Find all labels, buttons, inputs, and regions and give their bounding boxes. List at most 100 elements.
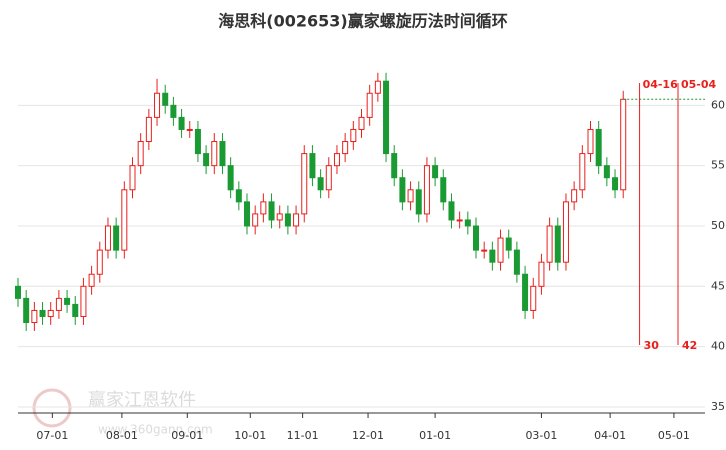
candle-body (309, 153, 316, 179)
candle-body (113, 225, 120, 251)
candle-body (80, 285, 87, 317)
candle-body (129, 165, 136, 191)
x-tick-label: 08-01 (106, 429, 138, 442)
candle-body (170, 104, 177, 118)
x-tick-label: 04-01 (594, 429, 626, 442)
candle-body (530, 285, 537, 311)
candle-body (522, 273, 529, 311)
candle-body (145, 116, 152, 143)
candle-body (399, 177, 406, 203)
candle-body (350, 128, 357, 143)
candle-body (96, 249, 103, 275)
candle-body (456, 219, 463, 222)
candle-body (432, 165, 439, 179)
candle-body (513, 249, 520, 275)
x-tick-label: 01-01 (419, 429, 451, 442)
candle-body (464, 219, 471, 227)
candle-body (587, 128, 594, 155)
candle-body (612, 177, 619, 191)
candle-body (178, 116, 185, 130)
candle-body (562, 201, 569, 263)
x-tick-label: 03-01 (525, 429, 557, 442)
candle-body (546, 225, 553, 263)
candle-body (154, 92, 161, 118)
y-tick-label: 40 (711, 340, 725, 353)
x-tick-label: 09-01 (171, 429, 203, 442)
candle-body (554, 225, 561, 263)
candle-body (137, 141, 144, 167)
candle-body (448, 201, 455, 221)
candle-body (211, 141, 218, 167)
candle-body (186, 128, 193, 131)
candle-body (64, 297, 71, 305)
candle-body (219, 141, 226, 167)
candle-body (505, 237, 512, 251)
candle-body (252, 213, 259, 227)
candle-body (162, 92, 169, 106)
candle-body (325, 165, 332, 191)
chart-title: 海思科(002653)赢家螺旋历法时间循环 (218, 12, 507, 31)
candle-body (538, 261, 545, 287)
candle-body (497, 237, 504, 263)
candle-body (579, 153, 586, 191)
time-marker-count: 42 (682, 339, 697, 352)
candle-body (391, 153, 398, 179)
candle-body (276, 213, 283, 221)
y-tick-label: 60 (711, 98, 725, 111)
candle-body (415, 189, 422, 215)
watermark-url: www.360gann.com (98, 423, 213, 437)
time-marker-count: 30 (644, 339, 660, 352)
candle-body (194, 128, 201, 155)
candle-body (317, 177, 324, 191)
candle-body (39, 309, 46, 317)
x-tick-label: 07-01 (36, 429, 68, 442)
time-marker-label: 05-04 (681, 78, 717, 91)
watermark-name: 赢家江恩软件 (88, 389, 196, 411)
candle-body (227, 165, 234, 191)
y-tick-label: 50 (711, 219, 725, 232)
candle-body (121, 189, 128, 251)
candle-body (268, 201, 275, 221)
candle-body (603, 165, 610, 179)
candle-body (358, 116, 365, 130)
candle-body (366, 92, 373, 118)
candle-body (595, 128, 602, 167)
candle-body (31, 309, 38, 324)
candle-body (571, 189, 578, 203)
candle-body (342, 141, 349, 155)
candle-body (88, 273, 95, 287)
candle-body (244, 201, 250, 227)
candle-body (423, 165, 430, 215)
candle-body (489, 249, 496, 263)
candle-body (55, 297, 62, 311)
candle-body (72, 303, 79, 317)
x-tick-label: 10-01 (234, 429, 266, 442)
watermark: 赢家江恩软件 www.360gann.com (32, 388, 213, 437)
candle-body (440, 177, 447, 203)
candle-body (203, 153, 210, 167)
candle-body (47, 309, 54, 317)
time-marker-label: 04-16 (643, 78, 679, 91)
candle-body (620, 98, 627, 191)
candle-body (293, 213, 300, 227)
x-tick-label: 12-01 (352, 429, 384, 442)
candle-body (23, 297, 30, 324)
candle-body (481, 249, 488, 252)
x-tick-label: 11-01 (287, 429, 319, 442)
candle-body (104, 225, 111, 251)
candle-body (301, 153, 308, 215)
candle-body (235, 189, 242, 203)
candle-body (407, 189, 414, 203)
candle-body (260, 201, 267, 215)
watermark-logo (32, 388, 72, 428)
candle-body (374, 80, 381, 94)
candle-body (333, 153, 340, 167)
y-tick-label: 45 (711, 279, 725, 292)
y-tick-label: 35 (711, 400, 725, 413)
x-tick-label: 05-01 (658, 429, 690, 442)
candle-body (15, 285, 21, 299)
candle-body (284, 213, 291, 227)
candle-body (473, 225, 479, 251)
